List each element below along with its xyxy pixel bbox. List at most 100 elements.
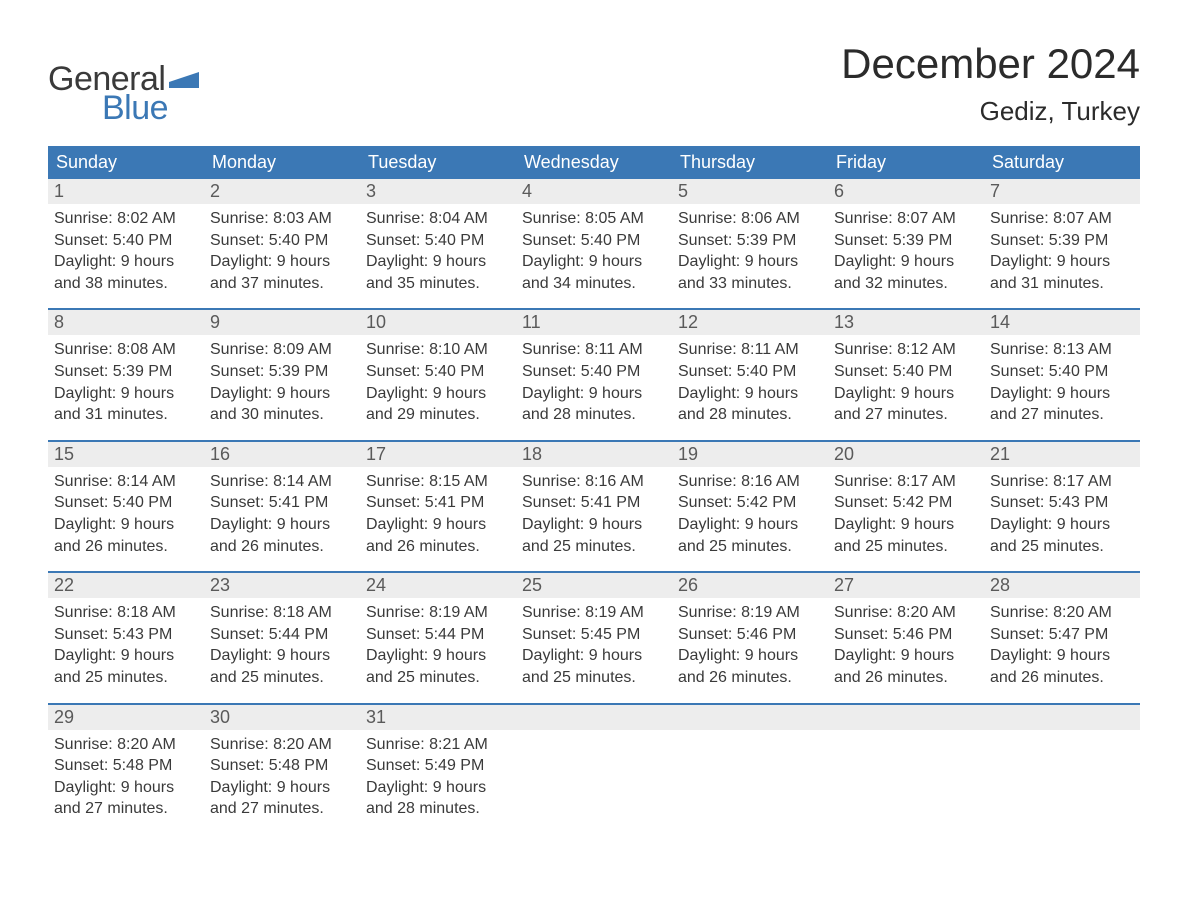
sunrise-line: Sunrise: 8:19 AM — [366, 602, 510, 624]
day-cell: Sunrise: 8:19 AMSunset: 5:44 PMDaylight:… — [360, 598, 516, 702]
day-number: 1 — [54, 181, 64, 201]
sunrise-line: Sunrise: 8:04 AM — [366, 208, 510, 230]
week-body-row: Sunrise: 8:20 AMSunset: 5:48 PMDaylight:… — [48, 730, 1140, 834]
day-number: 27 — [834, 575, 854, 595]
day-number: 19 — [678, 444, 698, 464]
header: General Blue December 2024 Gediz, Turkey — [48, 40, 1140, 128]
day-number: 8 — [54, 312, 64, 332]
day-number: 3 — [366, 181, 376, 201]
day-number: 20 — [834, 444, 854, 464]
daynum-cell: 3 — [360, 179, 516, 204]
daylight-line: Daylight: 9 hours and 31 minutes. — [990, 251, 1134, 294]
daylight-line: Daylight: 9 hours and 33 minutes. — [678, 251, 822, 294]
daylight-line: Daylight: 9 hours and 35 minutes. — [366, 251, 510, 294]
daynum-cell: 6 — [828, 179, 984, 204]
calendar: SundayMondayTuesdayWednesdayThursdayFrid… — [48, 146, 1140, 834]
sunset-line: Sunset: 5:40 PM — [366, 230, 510, 252]
sunrise-line: Sunrise: 8:19 AM — [522, 602, 666, 624]
daynum-cell: 31 — [360, 705, 516, 730]
sunset-line: Sunset: 5:47 PM — [990, 624, 1134, 646]
daynum-cell: 15 — [48, 442, 204, 467]
sunset-line: Sunset: 5:40 PM — [522, 230, 666, 252]
week-body-row: Sunrise: 8:14 AMSunset: 5:40 PM Daylight:… — [48, 467, 1140, 571]
logo-text-blue: Blue — [102, 89, 199, 128]
daynum-cell: 23 — [204, 573, 360, 598]
daylight-line: Daylight: 9 hours and 26 minutes. — [366, 514, 510, 557]
day-number: 22 — [54, 575, 74, 595]
day-cell: Sunrise: 8:20 AMSunset: 5:47 PMDaylight:… — [984, 598, 1140, 702]
sunset-line: Sunset: 5:43 PM — [54, 624, 198, 646]
sunrise-line: Sunrise: 8:15 AM — [366, 471, 510, 493]
sunset-line: Sunset: 5:40 PM — [990, 361, 1134, 383]
daylight-line: Daylight: 9 hours and 25 minutes. — [990, 514, 1134, 557]
weekday-header: Monday — [204, 146, 360, 179]
day-cell: Sunrise: 8:07 AMSunset: 5:39 PMDaylight:… — [984, 204, 1140, 308]
daynum-strip: 15161718192021 — [48, 442, 1140, 467]
sunrise-line: Sunrise: 8:20 AM — [834, 602, 978, 624]
sunset-line: Sunset: 5:41 PM — [210, 492, 354, 514]
day-number: 17 — [366, 444, 386, 464]
daynum-cell — [984, 705, 1140, 730]
day-cell — [516, 730, 672, 834]
sunset-line: Sunset: 5:42 PM — [678, 492, 822, 514]
day-cell: Sunrise: 8:03 AMSunset: 5:40 PMDaylight:… — [204, 204, 360, 308]
day-cell — [984, 730, 1140, 834]
daynum-cell: 21 — [984, 442, 1140, 467]
sunrise-line: Sunrise: 8:02 AM — [54, 208, 198, 230]
daynum-cell: 14 — [984, 310, 1140, 335]
sunset-line: Sunset: 5:40 PM — [54, 492, 198, 514]
weekday-header: Saturday — [984, 146, 1140, 179]
sunset-line: Sunset: 5:40 PM — [366, 361, 510, 383]
week-body-row: Sunrise: 8:08 AMSunset: 5:39 PMDaylight:… — [48, 335, 1140, 439]
weekday-header-row: SundayMondayTuesdayWednesdayThursdayFrid… — [48, 146, 1140, 179]
sunset-line: Sunset: 5:40 PM — [210, 230, 354, 252]
day-cell — [828, 730, 984, 834]
week-row: 293031Sunrise: 8:20 AMSunset: 5:48 PMDay… — [48, 703, 1140, 834]
sunrise-line: Sunrise: 8:20 AM — [990, 602, 1134, 624]
week-row: 22232425262728Sunrise: 8:18 AMSunset: 5:… — [48, 571, 1140, 702]
daylight-line: Daylight: 9 hours and 25 minutes. — [834, 514, 978, 557]
daylight-line: Daylight: 9 hours and 25 minutes. — [678, 514, 822, 557]
sunrise-line: Sunrise: 8:11 AM — [678, 339, 822, 361]
day-number: 2 — [210, 181, 220, 201]
daylight-line: Daylight: 9 hours and 32 minutes. — [834, 251, 978, 294]
sunrise-line: Sunrise: 8:20 AM — [210, 734, 354, 756]
daynum-strip: 891011121314 — [48, 310, 1140, 335]
daynum-cell: 20 — [828, 442, 984, 467]
daynum-cell: 22 — [48, 573, 204, 598]
day-cell: Sunrise: 8:02 AMSunset: 5:40 PMDaylight:… — [48, 204, 204, 308]
daylight-line: Daylight: 9 hours and 37 minutes. — [210, 251, 354, 294]
daynum-cell: 8 — [48, 310, 204, 335]
day-cell: Sunrise: 8:18 AMSunset: 5:44 PMDaylight:… — [204, 598, 360, 702]
sunset-line: Sunset: 5:41 PM — [522, 492, 666, 514]
sunrise-line: Sunrise: 8:09 AM — [210, 339, 354, 361]
sunrise-line: Sunrise: 8:13 AM — [990, 339, 1134, 361]
day-cell: Sunrise: 8:07 AMSunset: 5:39 PMDaylight:… — [828, 204, 984, 308]
day-cell: Sunrise: 8:14 AMSunset: 5:41 PMDaylight:… — [204, 467, 360, 571]
daynum-cell: 30 — [204, 705, 360, 730]
daynum-cell: 26 — [672, 573, 828, 598]
sunset-line: Sunset: 5:39 PM — [678, 230, 822, 252]
day-number: 4 — [522, 181, 532, 201]
sunrise-line: Sunrise: 8:14 AM — [54, 471, 198, 493]
day-number: 16 — [210, 444, 230, 464]
daynum-cell: 25 — [516, 573, 672, 598]
daylight-line: Daylight: 9 hours and 28 minutes. — [678, 383, 822, 426]
day-number: 10 — [366, 312, 386, 332]
daylight-line: Daylight: 9 hours and 27 minutes. — [210, 777, 354, 820]
sunset-line: Sunset: 5:49 PM — [366, 755, 510, 777]
daynum-cell: 9 — [204, 310, 360, 335]
day-cell: Sunrise: 8:15 AMSunset: 5:41 PMDaylight:… — [360, 467, 516, 571]
day-number: 12 — [678, 312, 698, 332]
daylight-line: Daylight: 9 hours and 27 minutes. — [834, 383, 978, 426]
sunrise-line: Sunrise: 8:07 AM — [990, 208, 1134, 230]
day-number: 14 — [990, 312, 1010, 332]
weekday-header: Friday — [828, 146, 984, 179]
week-row: 15161718192021Sunrise: 8:14 AMSunset: 5:… — [48, 440, 1140, 571]
day-cell: Sunrise: 8:11 AMSunset: 5:40 PMDaylight:… — [516, 335, 672, 439]
sunset-line: Sunset: 5:46 PM — [678, 624, 822, 646]
daylight-line: Daylight: 9 hours and 30 minutes. — [210, 383, 354, 426]
daynum-cell — [516, 705, 672, 730]
daynum-cell: 13 — [828, 310, 984, 335]
daynum-cell: 29 — [48, 705, 204, 730]
